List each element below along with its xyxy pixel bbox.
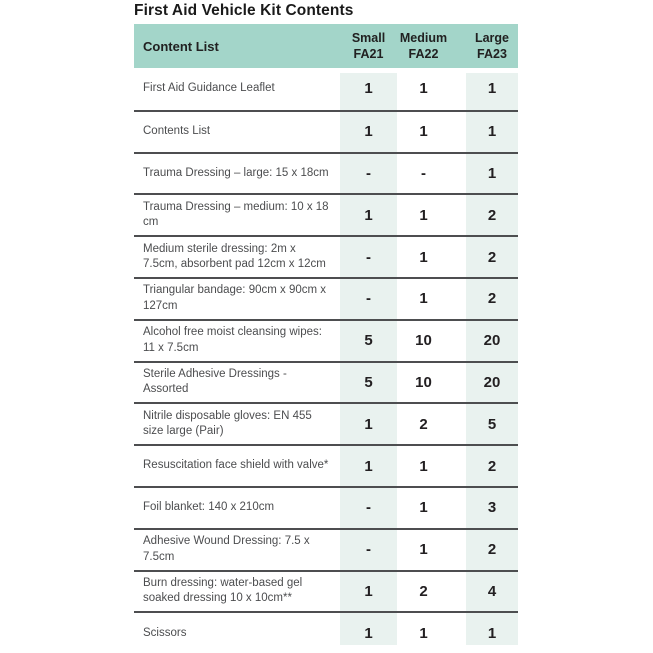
table-body: First Aid Guidance Leaflet 1 1 1 Contents Li… [134, 68, 518, 653]
header-large-fa23: Large FA23 [466, 24, 518, 68]
qty-large: 1 [487, 624, 497, 642]
table-row: Triangular bandage: 90cm x 90cm x 127cm -… [134, 276, 518, 319]
item-name: Triangular bandage: 90cm x 90cm x 127cm [143, 284, 327, 312]
header-large-size: Large [474, 30, 510, 45]
qty-medium: 1 [419, 206, 428, 224]
qty-small: 1 [364, 582, 373, 600]
table-row: Contents List 1 1 1 [134, 109, 518, 152]
qty-medium: 1 [419, 290, 428, 308]
contents-table: Content List Small FA21 Medium FA22 Larg… [134, 24, 518, 653]
header-content-list: Content List [143, 38, 219, 54]
item-name: First Aid Guidance Leaflet [143, 82, 275, 95]
small-column-highlight [340, 73, 397, 646]
item-name: Burn dressing: water-based gel soaked dr… [143, 576, 303, 605]
qty-small: 1 [364, 123, 373, 141]
table-row: Foil blanket: 140 x 210cm - 1 3 [134, 485, 518, 528]
item-name: Medium sterile dressing: 2m x 7.5cm, abs… [143, 242, 326, 271]
item-name: Adhesive Wound Dressing: 7.5 x 7.5cm [143, 535, 310, 563]
qty-medium: 1 [419, 624, 428, 642]
qty-large: 1 [487, 80, 497, 98]
qty-small: 5 [364, 373, 373, 391]
header-medium-code: FA22 [408, 47, 439, 61]
table-row: Scissors 1 1 1 [134, 611, 518, 653]
header-small-size: Small [351, 30, 386, 45]
qty-large: 2 [487, 290, 497, 308]
qty-small: 1 [364, 415, 373, 433]
table-row: Burn dressing: water-based gel soaked dr… [134, 569, 518, 612]
table-row: Medium sterile dressing: 2m x 7.5cm, abs… [134, 235, 518, 277]
qty-large: 3 [487, 499, 497, 517]
qty-large: 20 [483, 373, 501, 391]
page-title: First Aid Vehicle Kit Contents [134, 2, 354, 19]
header-medium-size: Medium [399, 30, 448, 45]
qty-large: 2 [487, 457, 497, 475]
qty-small: - [366, 499, 371, 517]
qty-medium: 2 [419, 582, 428, 600]
qty-large: 2 [487, 248, 497, 266]
qty-large: 1 [487, 164, 497, 182]
qty-medium: 1 [419, 248, 428, 266]
qty-medium: 1 [419, 80, 428, 98]
qty-large: 4 [487, 582, 497, 600]
qty-large: 2 [487, 206, 497, 224]
qty-small: - [366, 164, 371, 182]
item-name: Trauma Dressing – medium: 10 x 18 cm [143, 200, 329, 229]
table-row: Adhesive Wound Dressing: 7.5 x 7.5cm - 1 2 [134, 527, 518, 570]
qty-small: - [366, 248, 371, 266]
table-header: Content List Small FA21 Medium FA22 Larg… [134, 24, 518, 68]
table-row: Trauma Dressing – medium: 10 x 18 cm 1 1 2 [134, 193, 518, 235]
qty-large: 20 [483, 332, 501, 350]
qty-medium: 10 [415, 332, 432, 350]
table-row: Nitrile disposable gloves: EN 455 size l… [134, 402, 518, 444]
qty-small: 5 [364, 332, 373, 350]
qty-small: - [366, 290, 371, 308]
qty-medium: 1 [419, 123, 428, 141]
item-name: Nitrile disposable gloves: EN 455 size l… [143, 409, 312, 438]
qty-large: 1 [487, 123, 497, 141]
qty-small: - [366, 541, 371, 559]
large-column-highlight [466, 73, 518, 646]
qty-small: 1 [364, 457, 373, 475]
qty-small: 1 [364, 624, 373, 642]
qty-small: 1 [364, 80, 373, 98]
header-medium-fa22: Medium FA22 [397, 24, 466, 68]
header-small-fa21: Small FA21 [340, 24, 397, 68]
item-name: Sterile Adhesive Dressings - Assorted [143, 367, 287, 396]
qty-large: 5 [487, 415, 497, 433]
table-row: First Aid Guidance Leaflet 1 1 1 [134, 68, 518, 110]
qty-medium: 1 [419, 541, 428, 559]
item-name: Foil blanket: 140 x 210cm [143, 501, 275, 514]
table-row: Sterile Adhesive Dressings - Assorted 5 10… [134, 360, 518, 403]
qty-medium: 1 [419, 499, 428, 517]
table-row: Resuscitation face shield with valve* 1 1 2 [134, 444, 518, 486]
qty-medium: 1 [419, 457, 428, 475]
qty-small: 1 [364, 206, 373, 224]
qty-medium: - [421, 164, 426, 182]
qty-medium: 2 [419, 415, 428, 433]
item-name: Trauma Dressing – large: 15 x 18cm [143, 166, 329, 179]
table-row: Alcohol free moist cleansing wipes: 11 x… [134, 318, 518, 361]
item-name: Scissors [143, 626, 187, 639]
header-large-code: FA23 [477, 47, 507, 61]
header-small-code: FA21 [353, 47, 384, 61]
item-name: Resuscitation face shield with valve* [143, 459, 329, 472]
qty-medium: 10 [415, 373, 432, 391]
table-row: Trauma Dressing – large: 15 x 18cm - - 1 [134, 151, 518, 194]
item-name: Contents List [143, 124, 211, 137]
qty-large: 2 [487, 541, 497, 559]
item-name: Alcohol free moist cleansing wipes: 11 x… [143, 326, 322, 354]
